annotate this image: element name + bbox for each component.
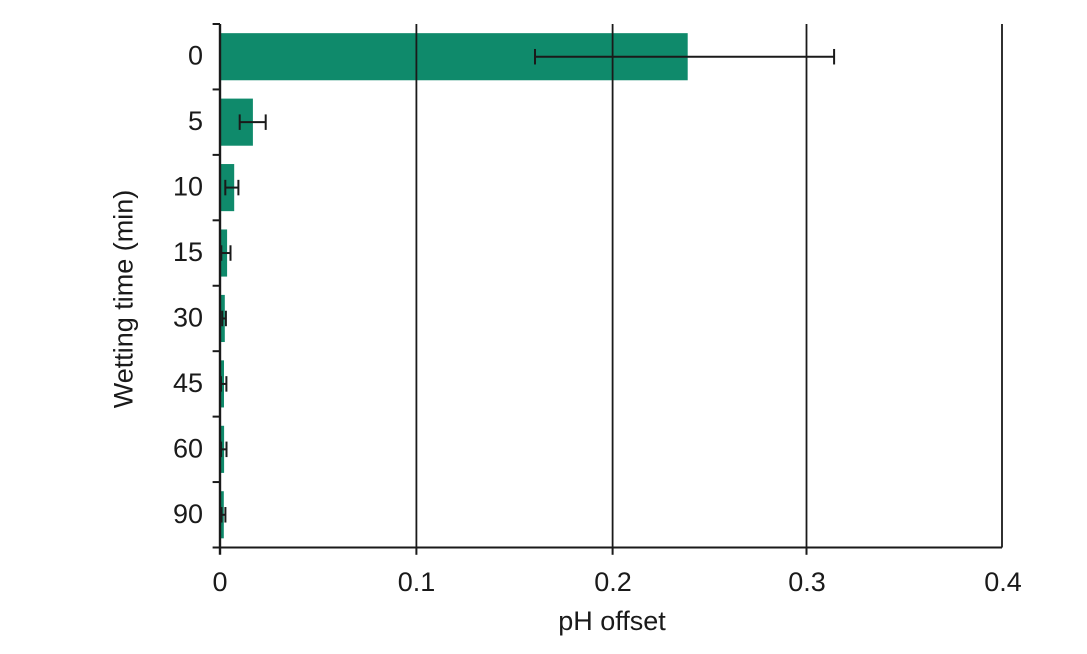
- svg-text:0.1: 0.1: [398, 567, 436, 597]
- svg-text:90: 90: [173, 499, 203, 529]
- svg-text:0: 0: [212, 567, 227, 597]
- svg-text:30: 30: [173, 303, 203, 333]
- svg-text:0.2: 0.2: [594, 567, 632, 597]
- svg-text:0.4: 0.4: [984, 567, 1022, 597]
- svg-text:5: 5: [188, 106, 203, 136]
- svg-text:10: 10: [173, 172, 203, 202]
- svg-text:Wetting time (min): Wetting time (min): [109, 190, 139, 409]
- svg-text:0: 0: [188, 41, 203, 71]
- svg-text:pH offset: pH offset: [558, 606, 666, 636]
- svg-text:0.3: 0.3: [788, 567, 826, 597]
- svg-text:60: 60: [173, 433, 203, 463]
- svg-text:45: 45: [173, 368, 203, 398]
- svg-text:15: 15: [173, 237, 203, 267]
